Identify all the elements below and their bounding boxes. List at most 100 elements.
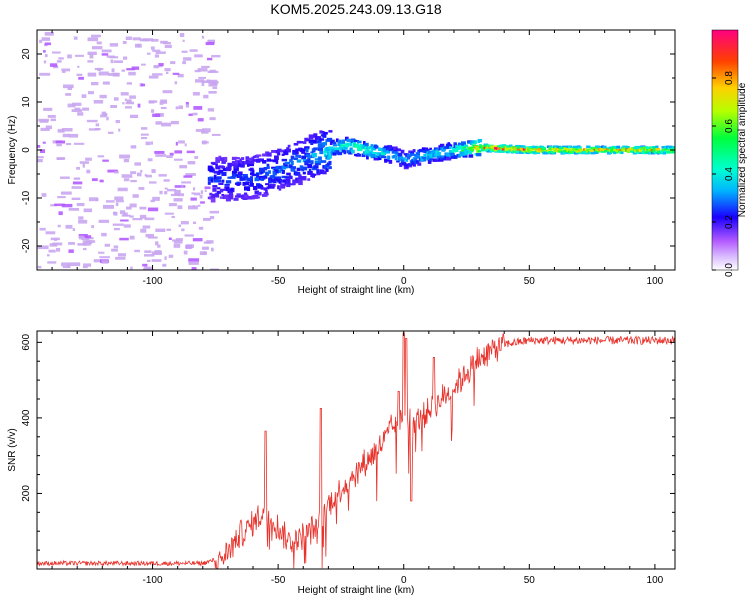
spectrogram-cell — [346, 142, 350, 146]
spectrogram-cell — [638, 148, 643, 152]
spectrogram-speckle — [74, 54, 85, 57]
spectrogram-speckle — [37, 158, 43, 163]
spectrogram-speckle — [113, 60, 124, 63]
spectrogram-cell — [326, 151, 330, 156]
spectrogram-cell — [442, 157, 447, 160]
spectrogram-cell — [347, 149, 351, 154]
spectrogram-ytick-label: -20 — [21, 238, 32, 253]
spectrogram-cell — [221, 193, 225, 197]
spectrogram-cell — [575, 150, 580, 153]
spectrogram-speckle — [112, 72, 120, 77]
spectrogram-speckle — [82, 247, 87, 251]
spectrogram-cell — [370, 144, 374, 147]
spectrogram-cell — [227, 176, 232, 179]
spectrogram-cell — [590, 149, 594, 153]
spectrogram-cell — [513, 146, 519, 150]
spectrogram-speckle — [119, 210, 126, 215]
spectrogram-speckle — [73, 142, 85, 145]
spectrogram-cell — [337, 151, 343, 156]
spectrogram-cell — [671, 150, 675, 153]
spectrogram-xtick-label: 100 — [647, 276, 664, 287]
spectrogram-speckle — [170, 61, 176, 65]
spectrogram-cell — [625, 145, 630, 149]
spectrogram-cell — [441, 147, 446, 151]
spectrogram-speckle — [123, 56, 128, 60]
spectrogram-cell — [549, 146, 553, 149]
spectrogram-cell — [266, 163, 270, 168]
spectrogram-speckle — [166, 155, 173, 159]
spectrogram-cell — [332, 152, 337, 156]
spectrogram-cell — [447, 142, 451, 147]
spectrogram-speckle — [42, 141, 46, 144]
spectrogram-cell — [234, 160, 241, 163]
spectrogram-speckle — [77, 65, 80, 68]
spectrogram-cell — [224, 156, 228, 162]
spectrogram-speckle — [185, 173, 196, 176]
spectrogram-cell — [438, 158, 444, 162]
spectrogram-xtick-label: -50 — [271, 276, 286, 287]
spectrogram-cell — [301, 151, 306, 154]
colorbar-label: Normalized spectral amplitude — [737, 82, 748, 217]
spectrogram-speckle — [98, 219, 110, 223]
colorbar-ticks: 0.0 0.2 0.4 0.6 0.8 — [712, 71, 735, 277]
spectrogram-speckle — [39, 72, 51, 76]
spectrogram-cell — [215, 157, 219, 162]
colorbar-gradient — [711, 29, 739, 271]
spectrogram-cell — [329, 140, 333, 146]
spectrogram-speckle — [54, 203, 65, 207]
spectrogram-cell — [262, 160, 267, 164]
spectrogram-speckle — [113, 227, 120, 231]
spectrogram-speckle — [134, 249, 140, 253]
spectrogram-speckle — [197, 68, 208, 72]
spectrogram-cell — [349, 142, 352, 147]
spectrogram-speckle — [139, 214, 147, 219]
spectrogram-cell — [328, 130, 333, 133]
spectrogram-cell — [540, 150, 547, 153]
colorbar-tick-label: 0.4 — [724, 167, 735, 181]
spectrogram-speckle — [113, 245, 119, 249]
spectrogram-speckle — [71, 186, 82, 189]
spectrogram-cell — [566, 148, 571, 152]
spectrogram-cell — [372, 151, 377, 155]
spectrogram-speckle — [115, 256, 126, 260]
spectrogram-cell — [599, 146, 603, 149]
spectrogram-cell — [298, 154, 301, 159]
spectrogram-cell — [319, 150, 324, 155]
spectrogram-cell — [221, 160, 226, 164]
spectrogram-speckle — [202, 246, 209, 250]
spectrogram-cell — [246, 177, 251, 181]
spectrogram-cell — [558, 148, 563, 151]
spectrogram-cell — [234, 195, 240, 198]
spectrogram-cell — [320, 130, 325, 134]
spectrogram-speckle — [110, 105, 118, 109]
spectrogram-cell — [421, 156, 427, 160]
spectrogram-cell — [394, 151, 398, 154]
spectrogram-cell — [323, 131, 328, 135]
spectrogram-cell — [382, 151, 387, 154]
spectrogram-speckle — [91, 34, 101, 38]
spectrogram-speckle — [143, 267, 151, 270]
spectrogram-cell — [592, 147, 598, 151]
spectrogram-speckle — [155, 228, 166, 232]
spectrogram-speckle — [136, 172, 142, 177]
spectrogram-speckle — [212, 86, 218, 90]
spectrogram-cell — [613, 151, 617, 155]
spectrogram-speckle — [182, 61, 186, 65]
spectrogram-speckle — [167, 188, 177, 192]
spectrogram-speckle — [137, 103, 141, 108]
spectrogram-cell — [433, 158, 440, 162]
spectrogram-speckle — [39, 39, 43, 44]
spectrogram-cell — [429, 147, 432, 150]
spectrogram-speckle — [102, 204, 114, 209]
spectrogram-cell — [640, 147, 644, 150]
spectrogram-cell — [286, 172, 291, 176]
spectrogram-speckle — [67, 54, 72, 59]
spectrogram-cell — [221, 179, 225, 183]
spectrogram-xtick-label: 50 — [524, 276, 536, 287]
spectrogram-cell — [216, 187, 221, 190]
spectrogram-cell — [504, 148, 510, 152]
spectrogram-cell — [277, 178, 280, 183]
spectrogram-cell — [265, 193, 269, 196]
spectrogram-cell — [355, 144, 360, 147]
spectrogram-cell — [391, 155, 395, 159]
